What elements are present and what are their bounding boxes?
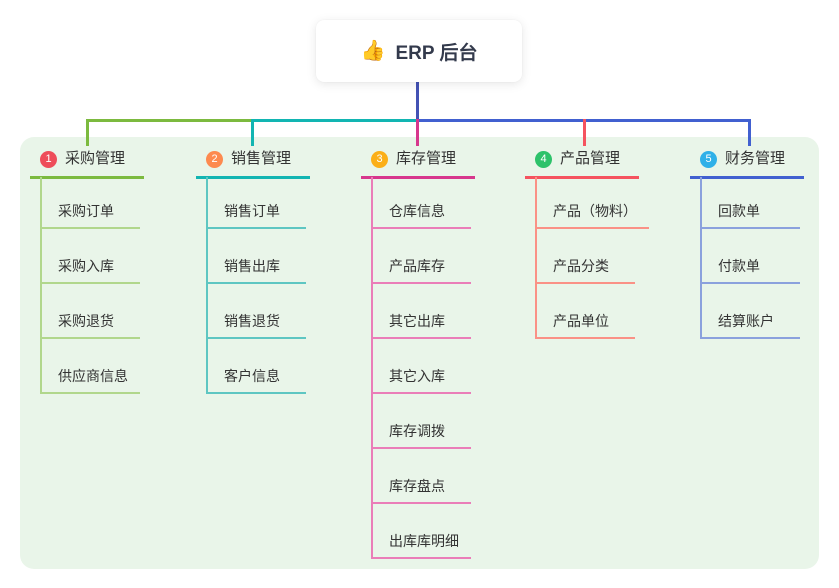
branches-panel: 1 采购管理采购订单采购入库采购退货供应商信息 2 销售管理销售订单销售出库销售退货客… (20, 137, 819, 569)
child-node[interactable]: 产品分类 (535, 256, 635, 284)
child-node[interactable]: 采购入库 (40, 256, 140, 284)
branch-4: 4 产品管理产品（物料） 产品分类产品单位 (525, 148, 649, 339)
branch-number-badge: 4 (535, 150, 552, 168)
child-node[interactable]: 销售订单 (206, 201, 306, 229)
child-node[interactable]: 仓库信息 (371, 201, 471, 229)
branch-children: 仓库信息产品库存其它出库其它入库库存调拨库存盘点出库库明细 (371, 201, 475, 559)
branch-children: 销售订单销售出库销售退货客户信息 (206, 201, 310, 394)
branch-label: 产品管理 (560, 150, 621, 167)
branch-children: 回款单付款单结算账户 (700, 201, 804, 339)
branch-number-badge: 5 (700, 150, 717, 168)
child-node[interactable]: 其它入库 (371, 366, 471, 394)
child-node[interactable]: 库存盘点 (371, 476, 471, 504)
child-node[interactable]: 出库库明细 (371, 531, 471, 559)
branch-title[interactable]: 3 库存管理 (361, 148, 475, 179)
child-node[interactable]: 产品（物料） (535, 201, 649, 229)
branch-connector-line (748, 119, 751, 146)
child-node[interactable]: 产品库存 (371, 256, 471, 284)
branch-trunk-line (371, 177, 373, 559)
bus-segment (252, 119, 417, 122)
branch-trunk-line (535, 177, 537, 339)
child-node[interactable]: 付款单 (700, 256, 800, 284)
branch-trunk-line (206, 177, 208, 394)
branch-title[interactable]: 4 产品管理 (525, 148, 639, 179)
root-node[interactable]: 👍 ERP 后台 (316, 20, 522, 82)
child-node[interactable]: 产品单位 (535, 311, 635, 339)
branch-trunk-line (40, 177, 42, 394)
child-node[interactable]: 采购退货 (40, 311, 140, 339)
branch-children: 采购订单采购入库采购退货供应商信息 (40, 201, 144, 394)
child-node[interactable]: 销售出库 (206, 256, 306, 284)
branch-connector-line (251, 119, 254, 146)
root-connector-line (416, 82, 419, 120)
branch-5: 5 财务管理回款单付款单结算账户 (690, 148, 804, 339)
child-node[interactable]: 客户信息 (206, 366, 306, 394)
branch-number-badge: 1 (40, 150, 57, 168)
branch-title[interactable]: 5 财务管理 (690, 148, 804, 179)
child-node[interactable]: 其它出库 (371, 311, 471, 339)
child-node[interactable]: 结算账户 (700, 311, 800, 339)
branch-2: 2 销售管理销售订单销售出库销售退货客户信息 (196, 148, 310, 394)
branch-trunk-line (700, 177, 702, 339)
branch-label: 采购管理 (65, 150, 126, 167)
child-node[interactable]: 回款单 (700, 201, 800, 229)
branch-title[interactable]: 2 销售管理 (196, 148, 310, 179)
branch-label: 销售管理 (231, 150, 292, 167)
branch-1: 1 采购管理采购订单采购入库采购退货供应商信息 (30, 148, 144, 394)
child-node[interactable]: 采购订单 (40, 201, 140, 229)
branch-3: 3 库存管理仓库信息产品库存其它出库其它入库库存调拨库存盘点出库库明细 (361, 148, 475, 559)
thumbs-up-icon: 👍 (360, 40, 386, 62)
child-node[interactable]: 销售退货 (206, 311, 306, 339)
branch-connector-line (416, 119, 419, 146)
branch-number-badge: 2 (206, 150, 223, 168)
branch-connector-line (86, 119, 89, 146)
branch-label: 财务管理 (725, 150, 786, 167)
child-node[interactable]: 库存调拨 (371, 421, 471, 449)
child-node[interactable]: 供应商信息 (40, 366, 140, 394)
branch-connector-line (583, 119, 586, 146)
branch-title[interactable]: 1 采购管理 (30, 148, 144, 179)
root-title: ERP 后台 (395, 42, 478, 64)
branch-children: 产品（物料） 产品分类产品单位 (535, 201, 649, 339)
branch-number-badge: 3 (371, 150, 388, 168)
bus-segment (86, 119, 253, 122)
branch-label: 库存管理 (396, 150, 457, 167)
